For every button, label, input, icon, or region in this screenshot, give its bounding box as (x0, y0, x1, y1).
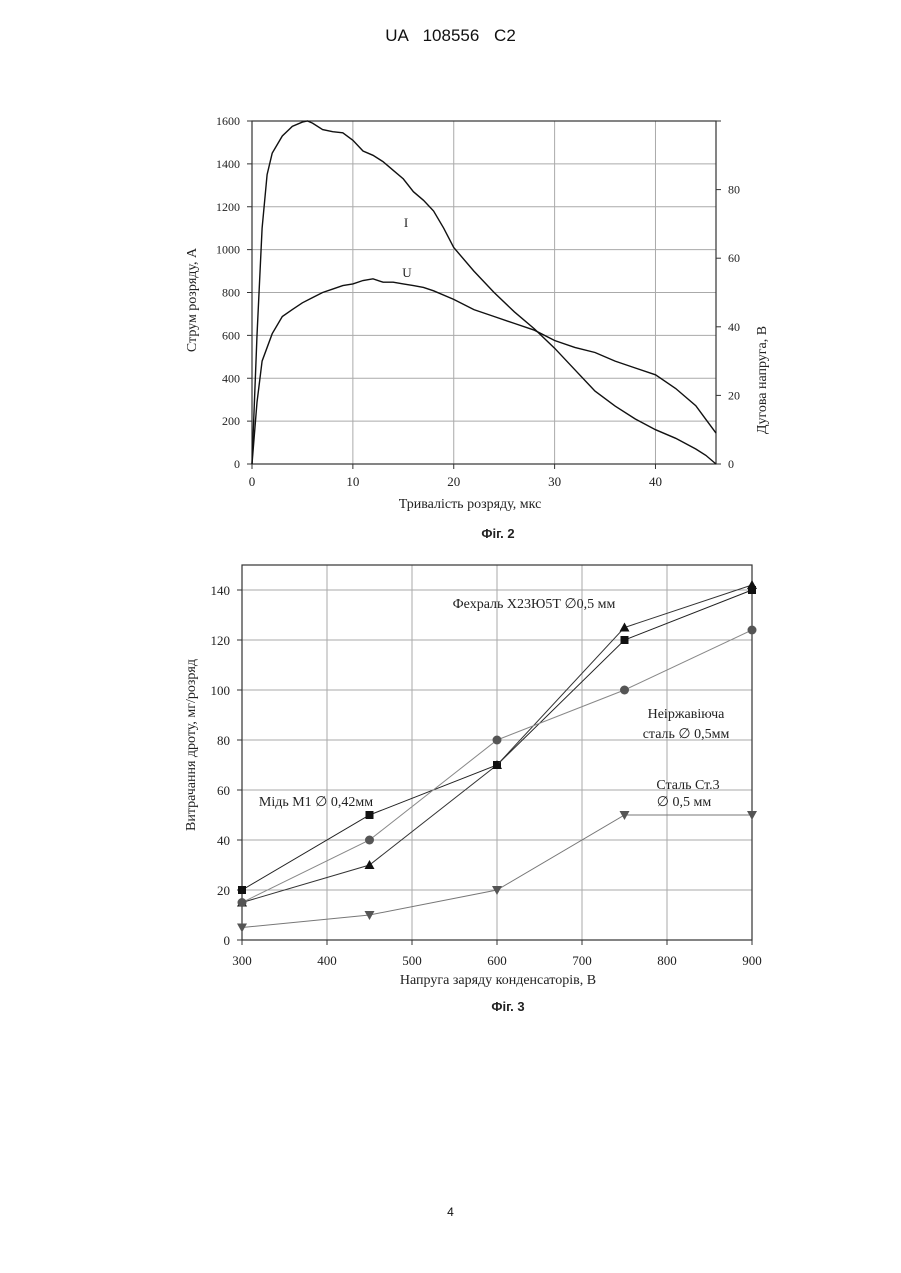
fig3-marker-square (238, 886, 246, 894)
fig2-tick-label-x: 30 (548, 474, 561, 489)
fig3-tick-label-y: 120 (211, 633, 231, 648)
fig3-marker-square (621, 636, 629, 644)
fig3-marker-triangle-down (237, 924, 247, 933)
fig3-caption: Фіг. 3 (491, 999, 524, 1014)
fig2-tick-label-y: 1600 (216, 114, 240, 128)
fig3-annotation-copper: Мідь М1 ∅ 0,42мм (259, 795, 373, 810)
fig3-tick-label-x: 700 (572, 953, 592, 968)
fig3-marker-circle (238, 898, 247, 907)
fig3-tick-label-y: 0 (224, 933, 231, 948)
fig2-y2label: Дугова напруга, В (755, 326, 770, 434)
fig3-tick-label-y: 80 (217, 733, 230, 748)
fig2-tick-label-y2: 80 (728, 183, 740, 197)
figure-2-chart: 0102030400200400600800100012001400160002… (0, 0, 901, 1273)
fig3-tick-label-x: 400 (317, 953, 337, 968)
fig3-marker-circle (493, 736, 502, 745)
fig3-marker-triangle-up (365, 860, 375, 869)
fig2-tick-label-y: 1200 (216, 200, 240, 214)
fig2-tick-label-y: 200 (222, 414, 240, 428)
fig3-xlabel: Напруга заряду конденсаторів, В (400, 973, 596, 988)
fig3-tick-label-y: 100 (211, 683, 231, 698)
fig3-tick-label-y: 60 (217, 783, 230, 798)
fig2-tick-label-y: 1000 (216, 243, 240, 257)
fig3-marker-triangle-up (620, 623, 630, 632)
fig2-ylabel: Струм розряду, А (185, 247, 200, 352)
fig2-tick-label-y: 1400 (216, 157, 240, 171)
fig2-tick-label-x: 40 (649, 474, 662, 489)
fig2-xlabel: Тривалість розряду, мкс (399, 497, 542, 512)
fig2-annotation-I: I (404, 215, 408, 230)
fig2-tick-label-x: 0 (249, 474, 256, 489)
fig3-tick-label-x: 600 (487, 953, 507, 968)
fig2-tick-label-y2: 60 (728, 251, 740, 265)
fig2-annotation-U: U (402, 265, 412, 280)
fig3-marker-circle (620, 686, 629, 695)
fig2-tick-label-y: 400 (222, 371, 240, 385)
fig3-marker-circle (748, 626, 757, 635)
fig2-tick-label-y: 600 (222, 328, 240, 342)
fig2-tick-label-y2: 40 (728, 320, 740, 334)
fig3-tick-label-y: 20 (217, 883, 230, 898)
fig2-tick-label-x: 10 (346, 474, 359, 489)
fig3-annotation-stainless-2: сталь ∅ 0,5мм (643, 727, 730, 742)
fig3-marker-triangle-up (747, 580, 757, 589)
fig3-tick-label-y: 140 (211, 583, 231, 598)
fig2-tick-label-y2: 20 (728, 388, 740, 402)
fig3-annotation-steel-2: ∅ 0,5 мм (657, 795, 712, 810)
fig2-series-U (252, 279, 716, 464)
fig3-tick-label-x: 500 (402, 953, 422, 968)
fig2-tick-label-x: 20 (447, 474, 460, 489)
fig3-tick-label-x: 900 (742, 953, 762, 968)
fig2-caption: Фіг. 2 (481, 526, 514, 541)
fig3-ylabel: Витрачання дроту, мг/розряд (184, 659, 199, 831)
fig3-tick-label-x: 800 (657, 953, 677, 968)
fig3-annotation-fechral: Фехраль Х23Ю5Т ∅0,5 мм (453, 597, 616, 612)
page-number: 4 (0, 1205, 901, 1219)
fig3-annotation-stainless-1: Неіржавіюча (648, 707, 726, 722)
fig3-tick-label-x: 300 (232, 953, 252, 968)
fig3-annotation-steel-1: Сталь Ст.3 (656, 778, 719, 793)
fig2-tick-label-y2: 0 (728, 457, 734, 471)
fig3-marker-square (366, 811, 374, 819)
fig3-marker-circle (365, 836, 374, 845)
fig2-tick-label-y: 0 (234, 457, 240, 471)
fig3-tick-label-y: 40 (217, 833, 230, 848)
fig2-tick-label-y: 800 (222, 286, 240, 300)
